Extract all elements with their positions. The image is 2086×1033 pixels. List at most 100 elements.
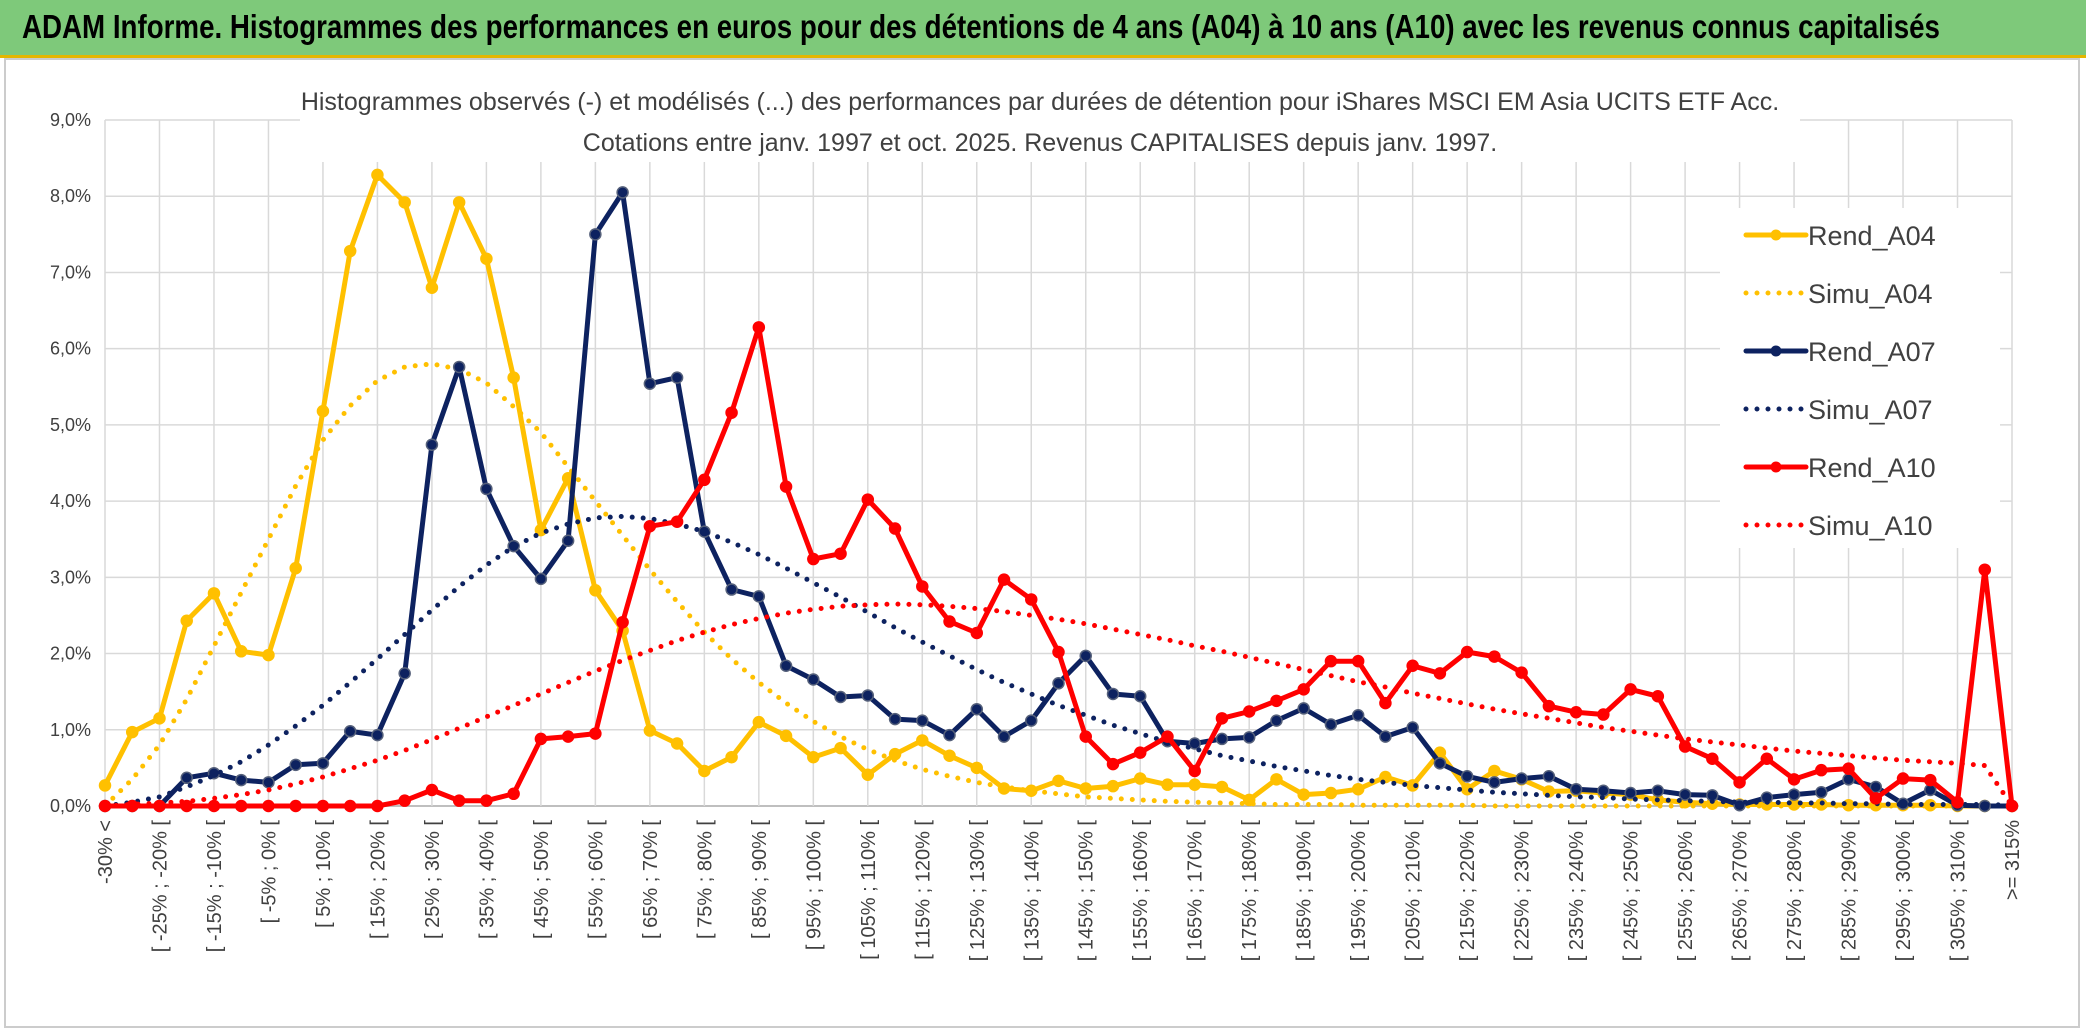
data-point-rend-a04 <box>752 715 766 729</box>
data-point-rend-a07 <box>1242 731 1256 744</box>
x-tick-label: [ 35% ; 40% [ <box>476 820 498 939</box>
data-point-rend-a04 <box>507 371 520 384</box>
x-tick-label: [ 305% ; 310% [ <box>1948 820 1970 962</box>
data-point-rend-a04 <box>262 648 275 662</box>
legend-label-rend-a04: Rend_A04 <box>1808 221 1936 251</box>
data-point-rend-a04 <box>834 741 847 755</box>
y-tick-label: 8,0% <box>50 186 91 206</box>
data-point-rend-a10 <box>1515 666 1528 679</box>
x-tick-label: [ 45% ; 50% [ <box>531 820 553 939</box>
y-tick-label: 4,0% <box>50 491 91 511</box>
data-point-rend-a07 <box>1651 784 1665 798</box>
data-point-rend-a10 <box>1760 752 1774 765</box>
series-lines <box>98 168 2019 813</box>
y-tick-label: 3,0% <box>50 567 91 587</box>
legend-marker-rend-a10 <box>1770 461 1782 473</box>
data-point-rend-a10 <box>807 552 820 566</box>
data-point-rend-a04 <box>207 587 221 600</box>
x-tick-label: [ 95% ; 100% [ <box>803 820 825 951</box>
data-point-rend-a07 <box>534 572 548 586</box>
x-tick-label: [ 65% ; 70% [ <box>640 820 662 939</box>
chart-frame <box>4 58 2080 1028</box>
data-point-rend-a04 <box>861 768 875 781</box>
data-point-rend-a04 <box>1351 782 1365 796</box>
legend-marker-rend-a07 <box>1770 345 1782 357</box>
data-point-rend-a10 <box>1161 730 1174 743</box>
y-axis-ticks: 0,0% 1,0% 2,0% 3,0% 4,0% 5,0% 6,0% 7,0% 8,0% 9,0% <box>50 110 91 816</box>
data-point-rend-a07 <box>480 482 493 496</box>
data-point-rend-a10 <box>1188 764 1201 778</box>
x-tick-label: >= 315% <box>2002 820 2024 900</box>
data-point-rend-a10 <box>1815 763 1828 777</box>
legend-background <box>1720 208 2000 548</box>
data-point-rend-a07 <box>670 371 684 384</box>
data-point-rend-a10 <box>589 727 602 740</box>
data-point-rend-a07 <box>1488 776 1501 789</box>
data-point-rend-a10 <box>316 799 330 813</box>
data-point-rend-a04 <box>1106 779 1120 793</box>
data-point-rend-a10 <box>1678 740 1692 753</box>
y-tick-label: 0,0% <box>50 796 91 816</box>
x-tick-label: [ 295% ; 300% [ <box>1893 820 1915 962</box>
data-point-rend-a07 <box>1079 649 1092 663</box>
data-point-rend-a10 <box>480 794 493 807</box>
data-point-rend-a04 <box>153 712 166 725</box>
data-point-rend-a04 <box>1079 782 1092 795</box>
legend-label-simu-a07: Simu_A07 <box>1808 395 1933 425</box>
data-point-rend-a04 <box>371 168 384 182</box>
x-tick-label: [ 275% ; 280% [ <box>1784 820 1806 962</box>
data-point-rend-a07 <box>834 690 847 704</box>
data-point-rend-a04 <box>1324 786 1338 800</box>
data-point-rend-a10 <box>1025 593 1038 606</box>
data-point-rend-a07 <box>343 725 357 738</box>
data-point-rend-a07 <box>1188 737 1201 750</box>
data-point-rend-a04 <box>589 584 602 597</box>
header-bar: ADAM Informe. Histogrammes des performan… <box>0 0 2086 58</box>
x-tick-label: [ 225% ; 230% [ <box>1512 820 1534 962</box>
x-tick-label: [ 265% ; 270% [ <box>1730 820 1752 962</box>
legend-label-rend-a07: Rend_A07 <box>1808 337 1936 367</box>
data-point-rend-a10 <box>343 799 357 813</box>
data-point-rend-a10 <box>1787 773 1801 786</box>
y-tick-label: 7,0% <box>50 262 91 282</box>
data-point-rend-a07 <box>1433 757 1447 770</box>
data-point-rend-a10 <box>997 573 1011 586</box>
data-point-rend-a07 <box>1324 718 1338 731</box>
data-point-rend-a10 <box>289 799 302 813</box>
data-point-rend-a07 <box>1542 770 1556 783</box>
data-point-rend-a10 <box>371 799 384 813</box>
x-tick-label: [ 155% ; 160% [ <box>1130 820 1152 962</box>
data-point-rend-a07 <box>1052 677 1065 690</box>
data-point-rend-a07 <box>1624 786 1637 800</box>
data-point-rend-a07 <box>561 534 575 547</box>
data-point-rend-a07 <box>1106 687 1120 701</box>
data-point-rend-a07 <box>452 360 466 374</box>
data-point-rend-a04 <box>125 725 139 739</box>
data-point-rend-a04 <box>725 750 738 764</box>
data-point-rend-a10 <box>1624 683 1637 696</box>
data-point-rend-a10 <box>943 615 956 628</box>
data-point-rend-a10 <box>1406 659 1419 673</box>
data-point-rend-a04 <box>1188 778 1201 791</box>
data-point-rend-a04 <box>234 645 248 658</box>
data-point-rend-a07 <box>1678 788 1692 801</box>
data-point-rend-a10 <box>1706 752 1719 765</box>
data-point-rend-a10 <box>725 406 738 419</box>
data-point-rend-a07 <box>943 728 956 742</box>
data-point-rend-a07 <box>1569 782 1583 796</box>
data-point-rend-a10 <box>1597 708 1610 721</box>
data-point-rend-a10 <box>1242 705 1256 718</box>
data-point-rend-a07 <box>725 583 738 596</box>
data-point-rend-a07 <box>916 714 929 727</box>
data-point-rend-a07 <box>861 689 875 702</box>
data-point-rend-a04 <box>916 734 929 747</box>
data-point-rend-a07 <box>1379 730 1392 743</box>
data-point-rend-a10 <box>207 799 221 813</box>
data-point-rend-a10 <box>1896 772 1910 785</box>
y-tick-label: 6,0% <box>50 339 91 359</box>
data-point-rend-a10 <box>234 799 248 813</box>
data-point-rend-a04 <box>1488 764 1501 778</box>
data-point-rend-a10 <box>916 580 929 593</box>
data-point-rend-a07 <box>1025 714 1038 727</box>
legend-label-simu-a10: Simu_A10 <box>1808 511 1933 541</box>
